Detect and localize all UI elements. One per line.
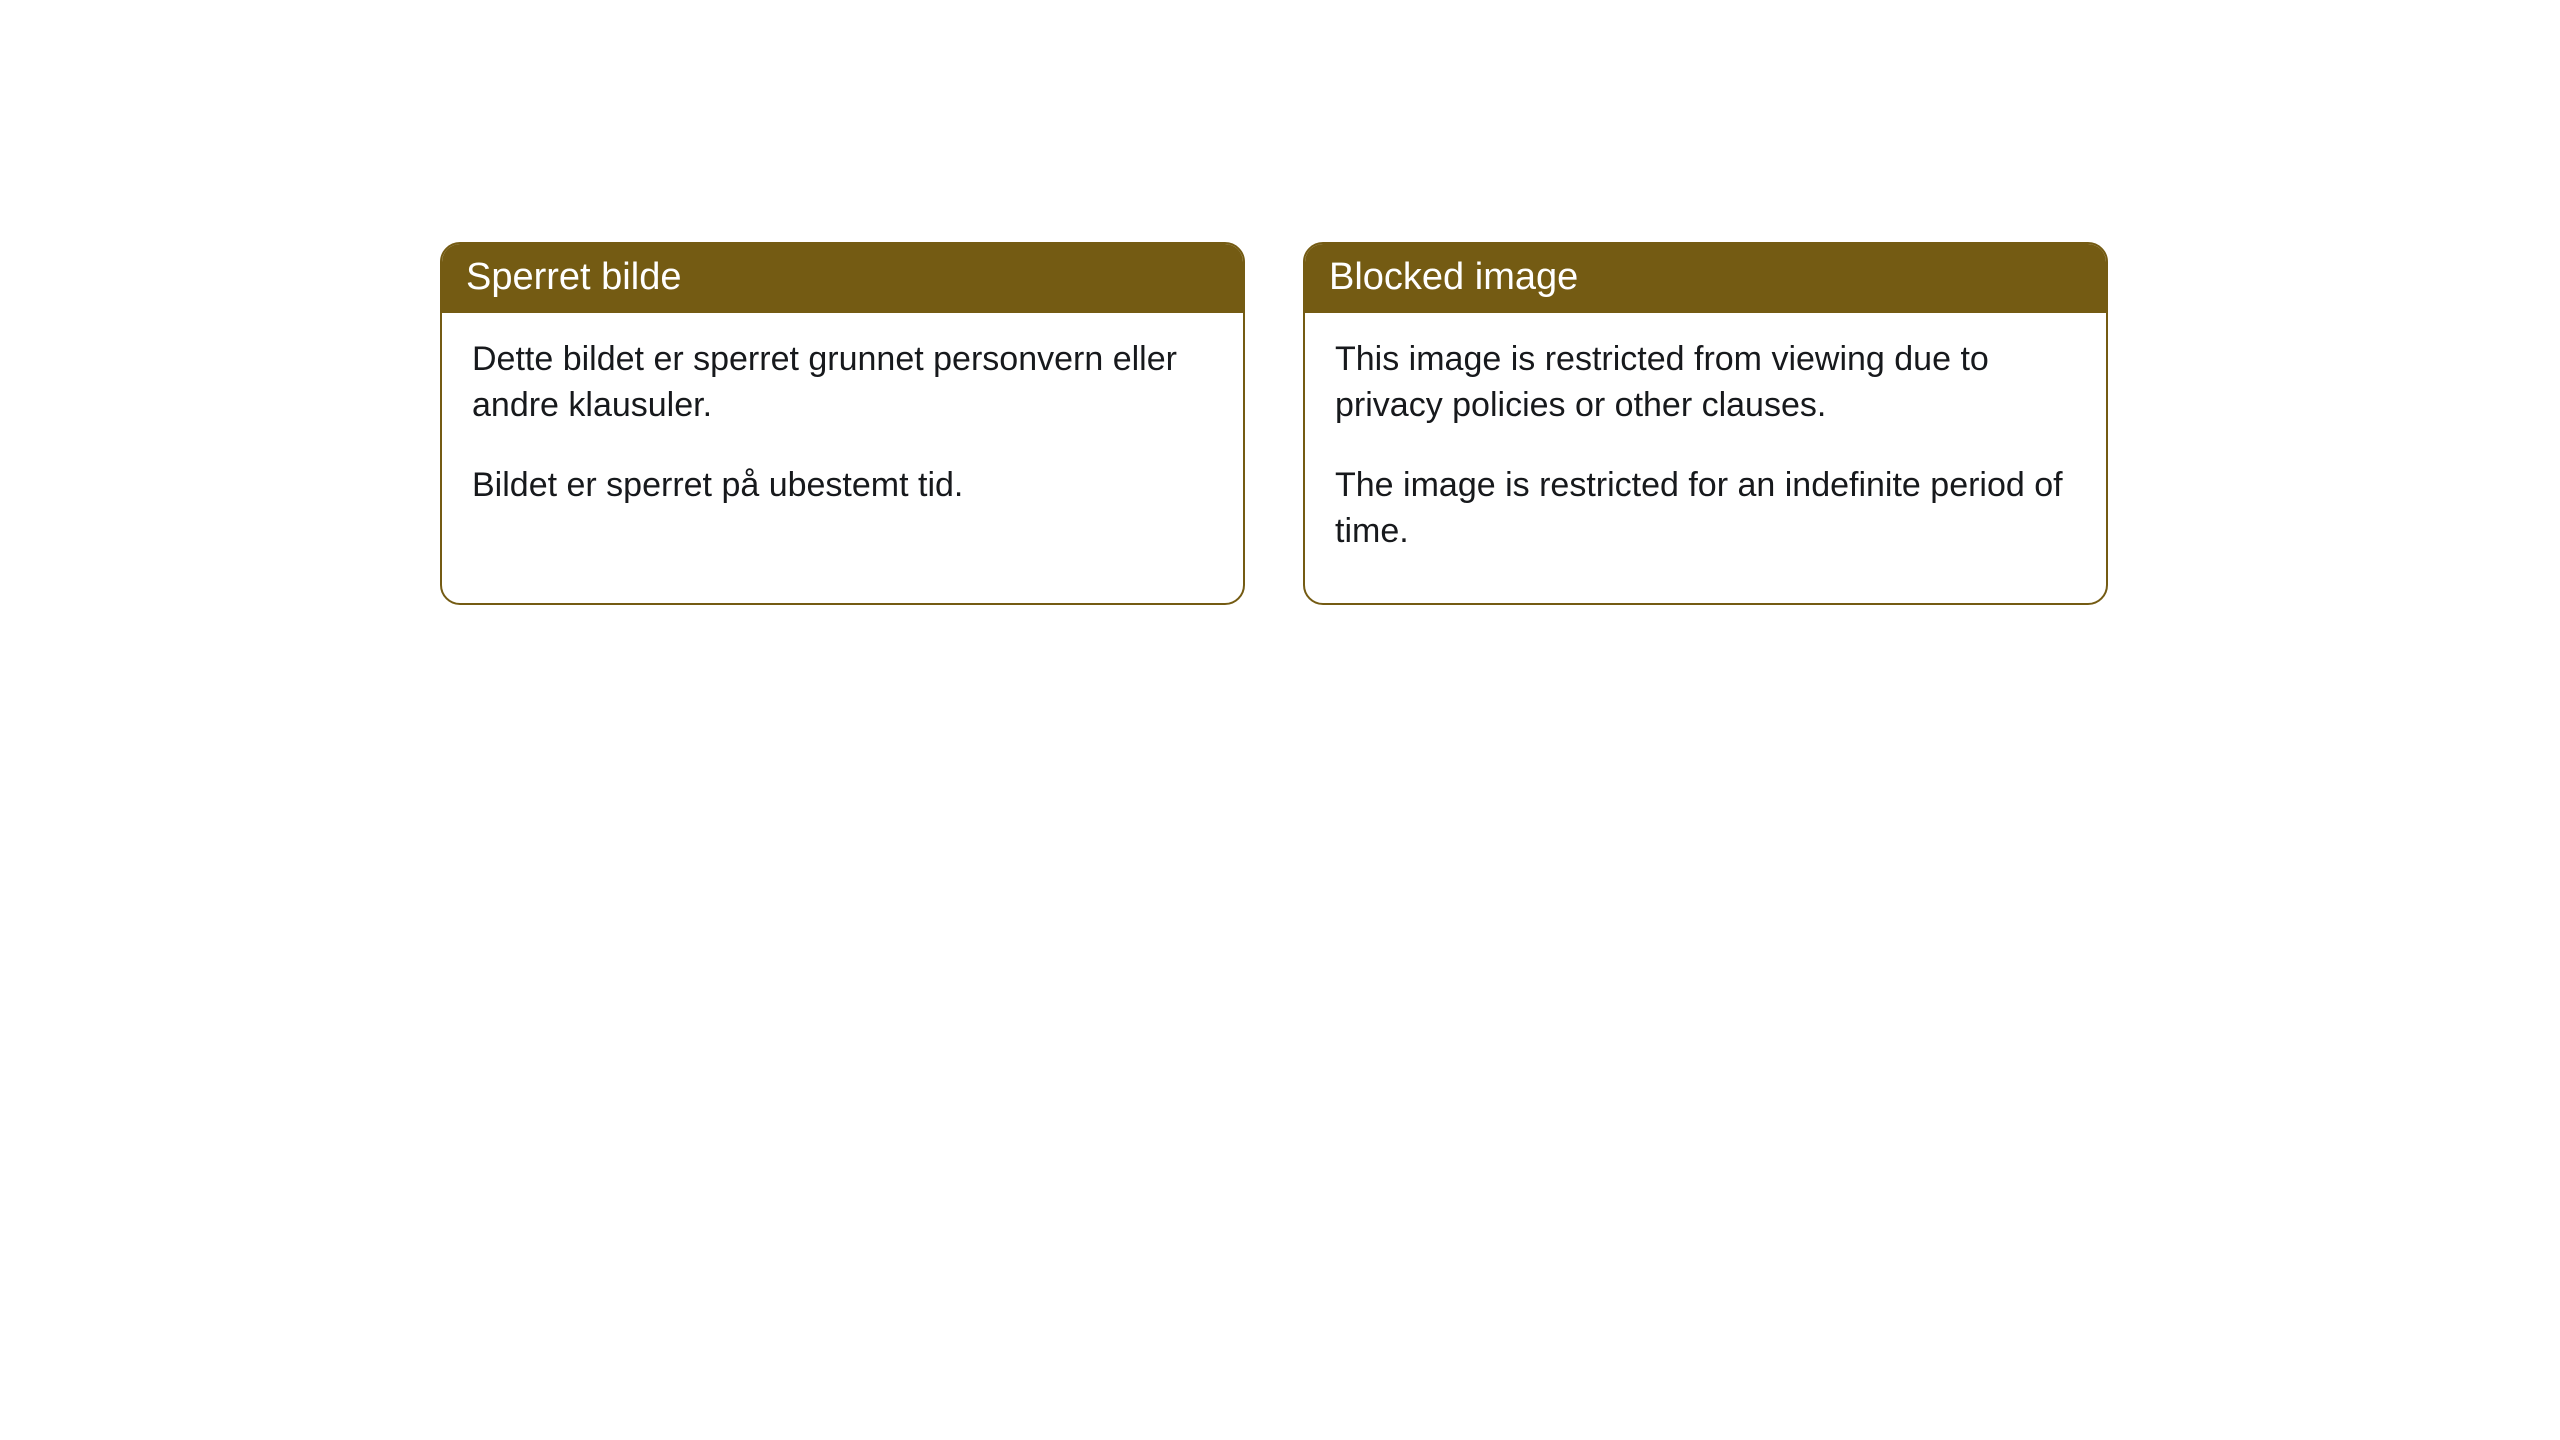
card-title: Sperret bilde: [442, 244, 1243, 313]
card-paragraph: The image is restricted for an indefinit…: [1335, 463, 2076, 555]
card-paragraph: Bildet er sperret på ubestemt tid.: [472, 463, 1213, 509]
card-paragraph: Dette bildet er sperret grunnet personve…: [472, 337, 1213, 429]
notice-container: Sperret bilde Dette bildet er sperret gr…: [0, 0, 2560, 605]
card-paragraph: This image is restricted from viewing du…: [1335, 337, 2076, 429]
notice-card-norwegian: Sperret bilde Dette bildet er sperret gr…: [440, 242, 1245, 605]
card-title: Blocked image: [1305, 244, 2106, 313]
card-body: Dette bildet er sperret grunnet personve…: [442, 313, 1243, 557]
notice-card-english: Blocked image This image is restricted f…: [1303, 242, 2108, 605]
card-body: This image is restricted from viewing du…: [1305, 313, 2106, 603]
